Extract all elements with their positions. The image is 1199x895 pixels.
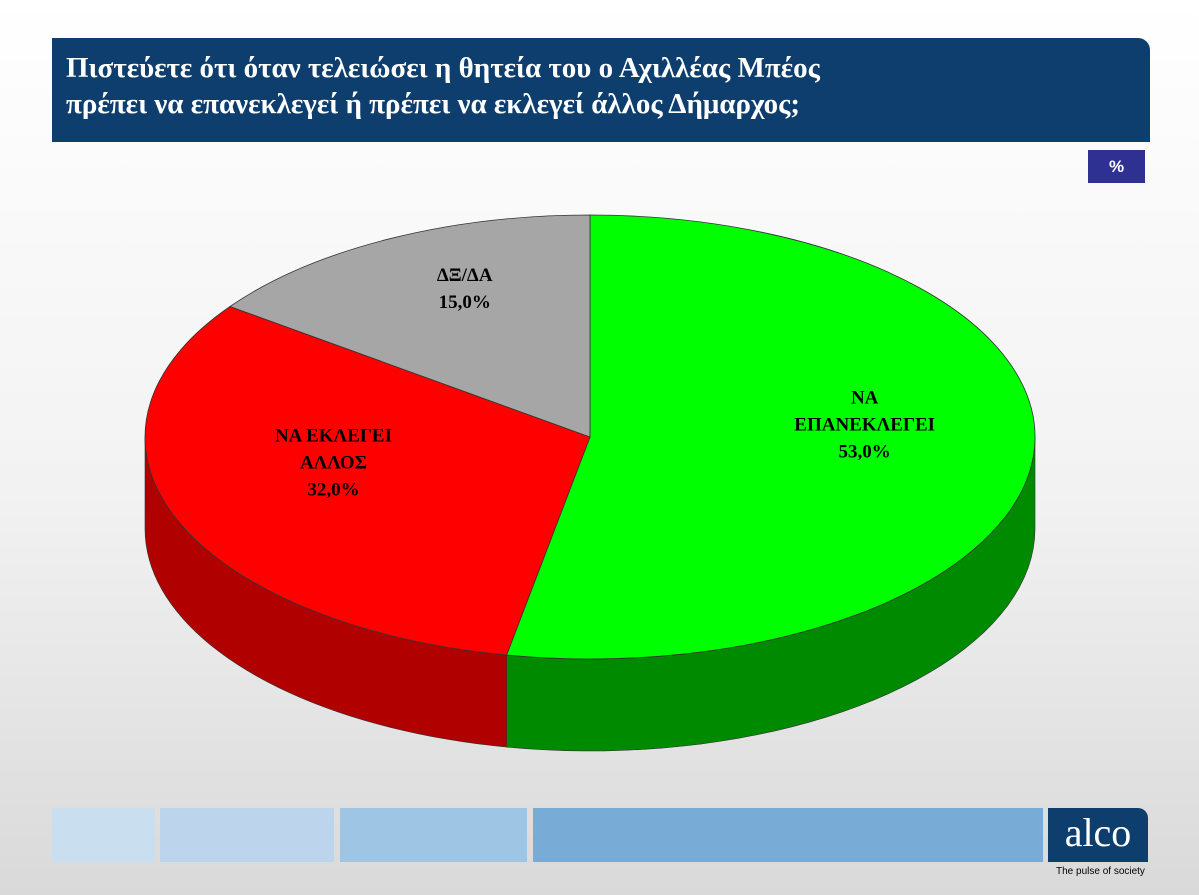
slice-name: ΝΑ ΕΚΛΕΓΕΙ ΑΛΛΟΣ [274,425,392,474]
title-bar: Πιστεύετε ότι όταν τελειώσει η θητεία το… [52,38,1150,142]
data-label: ΝΑ ΕΠΑΝΕΚΛΕΓΕΙ 53,0% [790,384,940,465]
slice-value: 53,0% [838,441,891,463]
footer-bar [52,808,155,862]
chart-title: Πιστεύετε ότι όταν τελειώσει η θητεία το… [66,52,820,120]
logo: alco [1048,808,1148,862]
slice [144,306,591,656]
footer-bar [340,808,527,862]
slice-value: 15,0% [438,292,491,314]
footer-bar [160,808,334,862]
footer-bar [533,808,1043,862]
slice [506,214,1036,660]
slice-value: 32,0% [307,479,360,501]
slice [229,214,591,438]
data-label: ΔΞ/ΔΑ 15,0% [390,262,540,316]
data-label: ΝΑ ΕΚΛΕΓΕΙ ΑΛΛΟΣ 32,0% [258,422,408,503]
unit-badge: % [1088,150,1145,183]
slice-name: ΔΞ/ΔΑ [436,265,493,287]
logo-tagline: The pulse of society [1056,866,1145,877]
slice-name: ΝΑ ΕΠΑΝΕΚΛΕΓΕΙ [794,387,936,436]
